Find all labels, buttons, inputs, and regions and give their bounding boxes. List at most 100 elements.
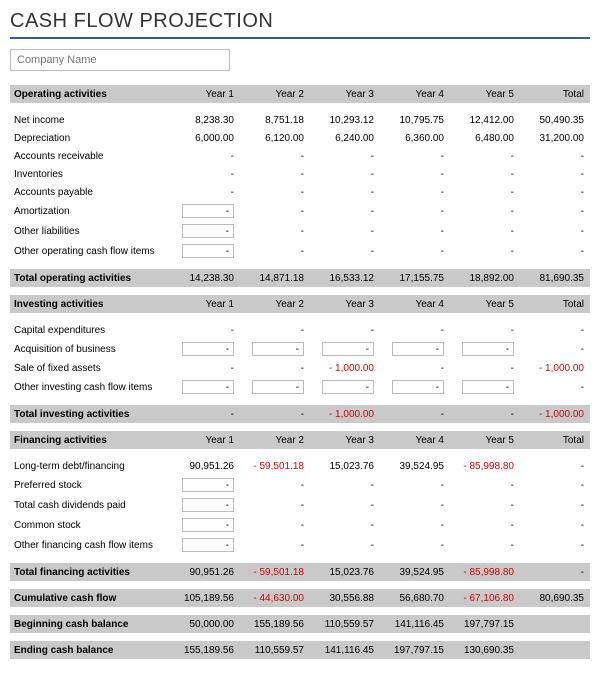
cell: - xyxy=(170,495,240,515)
cell: - xyxy=(310,201,380,221)
cell: - xyxy=(380,183,450,201)
total-cell: - 85,998.80 xyxy=(450,563,520,581)
cell: 10,293.12 xyxy=(310,111,380,129)
cell: - xyxy=(310,165,380,183)
total-cell: 16,533.12 xyxy=(310,269,380,287)
cell: - xyxy=(450,495,520,515)
row-label: Amortization xyxy=(10,201,170,221)
input-cell[interactable]: - xyxy=(182,538,234,552)
total-label: Total financing activities xyxy=(10,563,170,581)
total-cell: 81,690.35 xyxy=(520,269,590,287)
cell: - xyxy=(240,515,310,535)
cell: - xyxy=(450,515,520,535)
cell: - xyxy=(170,475,240,495)
cell: - xyxy=(380,359,450,377)
section-header: Operating activities xyxy=(10,85,170,103)
input-cell[interactable]: - xyxy=(182,518,234,532)
input-cell[interactable]: - xyxy=(182,478,234,492)
row-label: Long-term debt/financing xyxy=(10,457,170,475)
cell: - xyxy=(240,241,310,261)
cell: - xyxy=(450,147,520,165)
cell: - xyxy=(450,221,520,241)
cell: - xyxy=(380,147,450,165)
input-cell[interactable]: - xyxy=(392,380,444,394)
cell: - xyxy=(310,221,380,241)
input-cell[interactable]: - xyxy=(322,342,374,356)
cell: - xyxy=(310,321,380,339)
cell: - xyxy=(520,147,590,165)
cell: - 1,000.00 xyxy=(520,359,590,377)
input-cell[interactable]: - xyxy=(252,380,304,394)
total-cell: 90,951.26 xyxy=(170,563,240,581)
row-label: Accounts payable xyxy=(10,183,170,201)
total-cell: 80,690.35 xyxy=(520,589,590,607)
cell: - xyxy=(380,241,450,261)
total-cell xyxy=(520,641,590,659)
cell: - xyxy=(240,147,310,165)
total-cell: 50,000.00 xyxy=(170,615,240,633)
cell: 8,751.18 xyxy=(240,111,310,129)
cell: - xyxy=(380,475,450,495)
total-cell: 18,892.00 xyxy=(450,269,520,287)
total-cell: 155,189.56 xyxy=(240,615,310,633)
input-cell[interactable]: - xyxy=(392,342,444,356)
row-label: Other liabilities xyxy=(10,221,170,241)
total-cell: 155,189.56 xyxy=(170,641,240,659)
total-cell: - xyxy=(520,563,590,581)
cell: - xyxy=(240,221,310,241)
input-cell[interactable]: - xyxy=(252,342,304,356)
cell: - xyxy=(450,535,520,555)
cell: - xyxy=(450,359,520,377)
cell: - xyxy=(520,515,590,535)
cell: - xyxy=(520,321,590,339)
input-cell[interactable]: - xyxy=(322,380,374,394)
input-cell[interactable]: - xyxy=(182,342,234,356)
cell: 12,412.00 xyxy=(450,111,520,129)
cell: - xyxy=(450,321,520,339)
cell: - xyxy=(170,339,240,359)
cell: - xyxy=(240,495,310,515)
input-cell[interactable]: - xyxy=(182,380,234,394)
input-cell[interactable]: - xyxy=(462,380,514,394)
cell: - xyxy=(380,201,450,221)
total-cell: 15,023.76 xyxy=(310,563,380,581)
cell: - xyxy=(310,535,380,555)
total-cell: - xyxy=(170,405,240,423)
cell: - 59,501.18 xyxy=(240,457,310,475)
company-name-input[interactable] xyxy=(10,49,230,71)
input-cell[interactable]: - xyxy=(182,204,234,218)
cell: 6,120.00 xyxy=(240,129,310,147)
col-header: Year 3 xyxy=(310,431,380,449)
cell: - xyxy=(240,201,310,221)
cell: - xyxy=(240,339,310,359)
cell: - xyxy=(170,183,240,201)
total-cell: - 59,501.18 xyxy=(240,563,310,581)
cell: - xyxy=(520,165,590,183)
row-label: Acquisition of business xyxy=(10,339,170,359)
col-header: Year 5 xyxy=(450,431,520,449)
cell: - xyxy=(520,475,590,495)
input-cell[interactable]: - xyxy=(182,224,234,238)
cell: 10,795.75 xyxy=(380,111,450,129)
col-header: Year 3 xyxy=(310,295,380,313)
input-cell[interactable]: - xyxy=(182,498,234,512)
input-cell[interactable]: - xyxy=(182,244,234,258)
total-cell: - 1,000.00 xyxy=(310,405,380,423)
input-cell[interactable]: - xyxy=(462,342,514,356)
row-label: Sale of fixed assets xyxy=(10,359,170,377)
cell: - xyxy=(450,377,520,397)
cell: - xyxy=(170,359,240,377)
cell: - xyxy=(240,165,310,183)
total-cell: 14,871.18 xyxy=(240,269,310,287)
cell: 6,240.00 xyxy=(310,129,380,147)
cell: 6,000.00 xyxy=(170,129,240,147)
col-header: Year 2 xyxy=(240,431,310,449)
col-header: Total xyxy=(520,431,590,449)
cell: - xyxy=(450,339,520,359)
cell: - xyxy=(310,339,380,359)
cell: - xyxy=(380,221,450,241)
col-header: Year 4 xyxy=(380,295,450,313)
row-label: Other financing cash flow items xyxy=(10,535,170,555)
row-label: Accounts receivable xyxy=(10,147,170,165)
cell: - xyxy=(380,377,450,397)
